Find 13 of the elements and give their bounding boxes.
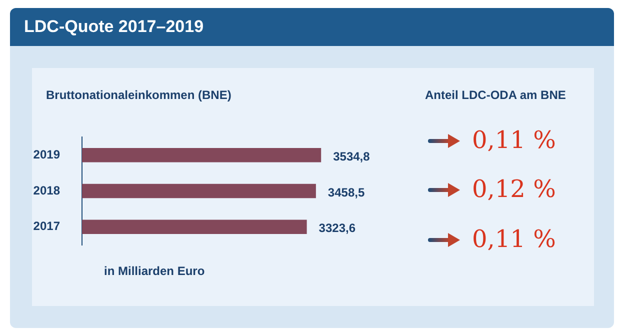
data-label: 0,12 % [472, 174, 556, 204]
y-tick-label: 2018 [33, 183, 60, 198]
data-label: 0,11 % [472, 125, 556, 155]
chart-subtitle: Bruttonationaleinkommen (BNE) [46, 88, 232, 102]
text: Anteil LDC-ODA am BNE [425, 88, 566, 102]
data-label: 0,11 % [472, 224, 556, 254]
data-label: 3534,8 [333, 149, 370, 164]
chart-title: LDC-Quote 2017–2019 [10, 8, 614, 46]
y-tick-label: 2019 [33, 147, 60, 162]
x-axis-title: in Milliarden Euro [104, 264, 205, 278]
data-label: 3458,5 [328, 185, 365, 200]
y-tick-label: 2017 [33, 219, 60, 234]
data-label: 3323,6 [318, 221, 356, 236]
